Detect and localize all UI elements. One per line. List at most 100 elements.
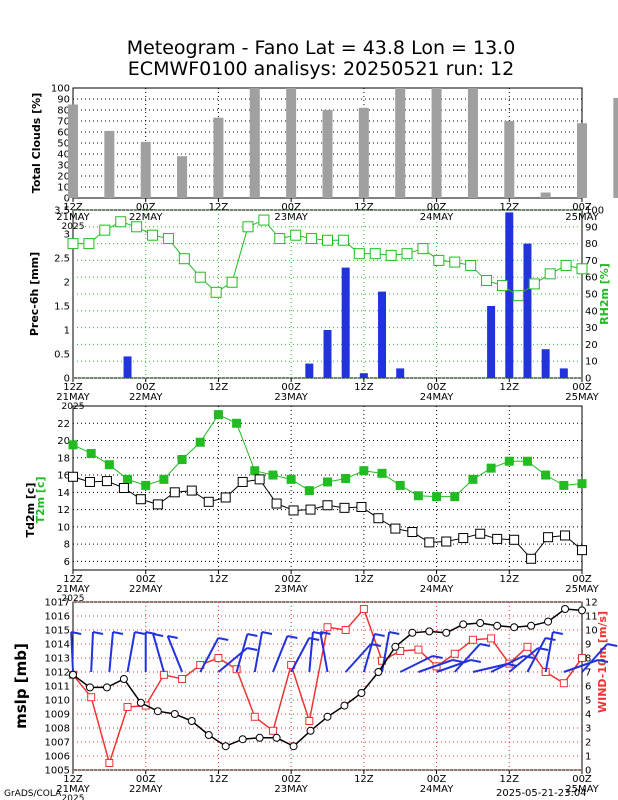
td2m-marker: [254, 474, 265, 485]
rh-marker: [385, 249, 397, 261]
wind-marker: [250, 712, 259, 721]
precip-bar: [341, 267, 350, 378]
mslp-marker: [102, 683, 111, 692]
mslp-marker: [136, 698, 145, 707]
y-tick-label: 8: [64, 540, 70, 551]
wind-barb-flag: [432, 655, 443, 659]
rh-marker: [401, 248, 413, 260]
wind-barb: [308, 631, 314, 673]
t2m-marker: [323, 477, 332, 487]
wind-barb: [490, 655, 524, 673]
rh-marker: [115, 216, 127, 228]
y-tick-label: 40: [585, 306, 598, 317]
precip-bar: [487, 306, 496, 378]
mslp-marker: [187, 717, 196, 725]
y-tick-label: 18: [57, 453, 70, 464]
precip-bar: [323, 330, 332, 378]
wind-barb-flag: [470, 659, 481, 663]
x-tick-label: 00Z: [281, 202, 301, 213]
cloud-bar: [249, 88, 260, 198]
precip-bar: [123, 356, 132, 378]
y-tick-label: 10: [57, 522, 70, 533]
x-tick-label: 12Z: [499, 574, 519, 585]
chart-subtitle: ECMWF0100 analisys: 20250521 run: 12: [128, 58, 514, 80]
cloud-bar: [322, 110, 333, 198]
wind-marker: [159, 670, 168, 679]
wind-barb: [90, 631, 94, 673]
y-tick-label: 12: [57, 505, 70, 516]
x-tick-label: 00Z: [136, 774, 156, 785]
td2m-marker: [577, 545, 587, 556]
y-tick-label: 40: [57, 150, 70, 161]
y-tick-label: 5: [585, 696, 591, 707]
rh-marker: [465, 259, 477, 271]
footer-right: 2025-05-21-23:04: [496, 788, 587, 799]
wind-barb-flag: [247, 647, 258, 651]
td2m-marker: [390, 523, 401, 534]
rh-marker: [162, 233, 174, 245]
t2m-marker: [377, 468, 387, 478]
y-tick-label: 0.5: [54, 350, 70, 361]
mslp-marker: [374, 668, 383, 676]
cloud-bar: [540, 192, 551, 198]
x-tick-label: 00Z: [281, 774, 301, 785]
y-tick-label: 1010: [45, 696, 70, 707]
td2m-marker: [169, 487, 180, 498]
x-date-label: 23MAY: [274, 212, 308, 223]
y-axis-label-right: WIND-10m [m/s]: [596, 611, 609, 713]
td2m-marker: [441, 536, 452, 547]
y-tick-label: 14: [57, 488, 70, 499]
td2m-marker: [373, 513, 384, 524]
y-axis-label: Total Clouds [%]: [30, 93, 43, 193]
x-tick-label: 00Z: [572, 382, 592, 393]
x-tick-label: 00Z: [572, 574, 592, 585]
wind-marker: [414, 645, 423, 654]
y-tick-label: 30: [57, 161, 70, 172]
wind-barb: [166, 635, 183, 673]
rh-marker: [433, 254, 445, 266]
wind-barb: [253, 631, 263, 673]
rh-marker: [353, 248, 365, 260]
t2m-marker: [468, 474, 478, 484]
cloud-bar: [504, 121, 515, 198]
rh-marker: [147, 229, 159, 241]
y-tick-label: 1: [585, 752, 591, 763]
x-tick-label: 12Z: [209, 382, 229, 393]
y-tick-label: 1: [64, 326, 70, 337]
x-date-label: 21MAY: [56, 784, 90, 795]
cloud-bar: [577, 123, 587, 198]
x-date-label: 22MAY: [129, 584, 163, 595]
wind-barb-flag: [152, 633, 164, 637]
wind-barb-flag: [552, 631, 564, 635]
y-tick-label: 20: [57, 436, 70, 447]
wind-barb: [454, 643, 481, 673]
y-tick-label: 50: [585, 290, 598, 301]
mslp-marker: [238, 735, 247, 744]
mslp-marker: [85, 683, 94, 692]
mslp-marker: [204, 731, 213, 739]
y-tick-label: 70: [585, 256, 598, 267]
y-tick-label: 6: [585, 682, 591, 693]
rh-marker: [99, 224, 111, 236]
x-tick-label: 12Z: [499, 202, 519, 213]
precip-bar: [559, 368, 568, 378]
wind-barb-flag: [287, 635, 298, 639]
t2m-marker: [159, 474, 169, 484]
td2m-marker: [135, 494, 146, 505]
y-tick-label: 12: [585, 598, 598, 609]
rh-marker: [481, 275, 493, 287]
y-tick-label: 1015: [45, 626, 70, 637]
y-tick-label: 1007: [45, 738, 70, 749]
td2m-marker: [356, 501, 367, 512]
wind-barb: [319, 631, 329, 673]
precip-bar: [378, 291, 387, 378]
td2m-marker: [509, 534, 520, 545]
rh-marker: [242, 221, 254, 233]
td2m-marker: [271, 498, 282, 509]
t2m-marker: [250, 466, 260, 476]
mslp-marker: [527, 621, 536, 630]
y-tick-label: 90: [57, 95, 70, 106]
x-tick-label: 12Z: [499, 382, 519, 393]
